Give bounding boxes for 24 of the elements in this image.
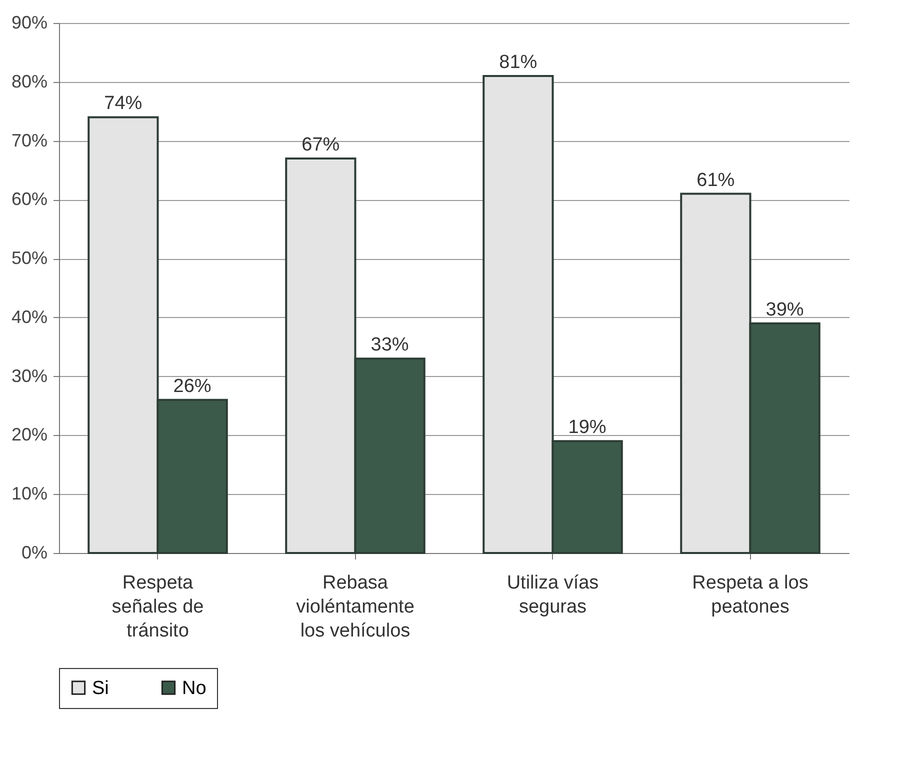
data-label: 26%: [173, 376, 212, 397]
data-label: 33%: [370, 334, 409, 356]
y-tick-label: 20%: [11, 424, 48, 445]
x-tick-label: Respeta a los peatones: [692, 572, 808, 618]
data-label: 19%: [568, 417, 606, 438]
y-tick-label: 40%: [11, 306, 48, 327]
y-tick-label: 50%: [11, 248, 48, 268]
data-label: 67%: [302, 134, 340, 156]
data-label: 81%: [499, 52, 538, 73]
x-tick-label: Respeta señales de tránsito: [112, 572, 204, 642]
legend-label: Si: [92, 678, 109, 699]
y-tick-label: 70%: [11, 130, 48, 150]
y-tick-label: 60%: [11, 189, 48, 210]
y-tick-label: 10%: [11, 484, 48, 504]
data-label: 61%: [696, 170, 735, 191]
y-tick-label: 0%: [21, 542, 48, 562]
x-tick-label: Rebasa violéntamente los vehículos: [296, 572, 414, 642]
y-tick-label: 90%: [11, 12, 48, 32]
legend-label: No: [182, 678, 206, 699]
x-tick-label: Utiliza vías seguras: [506, 572, 599, 618]
y-tick-label: 80%: [11, 71, 48, 92]
y-tick-label: 30%: [11, 366, 48, 386]
data-label: 74%: [104, 93, 142, 114]
data-label: 39%: [766, 299, 804, 320]
